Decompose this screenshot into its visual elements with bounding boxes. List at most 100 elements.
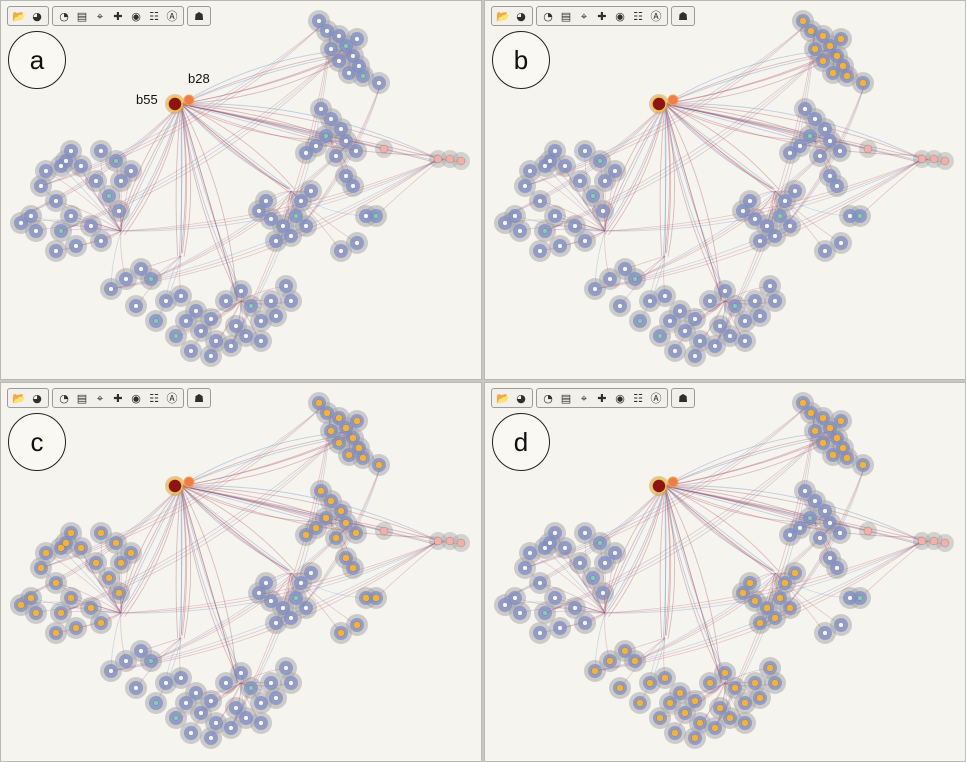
graph-node	[692, 316, 698, 322]
target-icon[interactable]: ⌖	[580, 9, 588, 23]
graph-node	[582, 620, 588, 626]
graph-node	[537, 248, 543, 254]
document-icon[interactable]: ▤	[76, 391, 88, 405]
folder-open-icon[interactable]: 📂	[12, 9, 26, 23]
graph-node	[318, 106, 324, 112]
graph-node	[350, 53, 356, 59]
graph-node	[288, 298, 294, 304]
target-icon[interactable]: ⌖	[96, 391, 104, 405]
graph-node-highlighted	[721, 669, 729, 677]
palette-icon[interactable]: ◉	[131, 391, 141, 405]
palette-icon[interactable]: ◉	[615, 391, 625, 405]
graph-node-highlighted	[751, 597, 759, 605]
panel-a[interactable]: 📂 ◕ ◔ ▤ ⌖ ✚ ◉ ☷ Ⓐ ☗ a b55 b28	[0, 0, 482, 380]
graph-node-highlighted	[97, 619, 105, 627]
graph-node	[273, 313, 279, 319]
graph-node-highlighted	[811, 427, 819, 435]
graph-node	[827, 555, 833, 561]
graph-node-highlighted	[807, 409, 815, 417]
folder-open-icon[interactable]: 📂	[496, 391, 510, 405]
graph-node-highlighted	[819, 32, 827, 40]
graph-node	[133, 303, 139, 309]
graph-node	[456, 538, 466, 548]
palette-icon[interactable]: ◉	[131, 9, 141, 23]
graph-node	[677, 308, 683, 314]
graph-node-highlighted	[839, 444, 847, 452]
grid-icon[interactable]: ☷	[149, 391, 159, 405]
panel-label: d	[492, 413, 550, 471]
toolbar: 📂 ◕ ◔ ▤ ⌖ ✚ ◉ ☷ Ⓐ ☗	[491, 6, 695, 26]
ai-icon[interactable]: Ⓐ	[650, 9, 662, 23]
graph-node-highlighted	[97, 529, 105, 537]
graph-node	[356, 63, 362, 69]
graph-node	[258, 700, 264, 706]
graph-node	[542, 545, 548, 551]
grid-icon[interactable]: ☷	[633, 391, 643, 405]
graph-node	[53, 248, 59, 254]
graph-node-highlighted	[833, 434, 841, 442]
graph-node	[812, 116, 818, 122]
graph-node	[552, 213, 558, 219]
pan-icon[interactable]: ✚	[113, 9, 123, 23]
graph-node	[637, 318, 643, 324]
graph-node	[940, 538, 950, 548]
toolbar-group: ◔ ▤ ⌖ ✚ ◉ ☷ Ⓐ	[536, 388, 668, 408]
document-icon[interactable]: ▤	[560, 391, 572, 405]
ai-icon[interactable]: Ⓐ	[166, 391, 178, 405]
ai-icon[interactable]: Ⓐ	[650, 391, 662, 405]
graph-node	[93, 178, 99, 184]
graph-node	[837, 530, 843, 536]
graph-node-highlighted	[117, 559, 125, 567]
document-icon[interactable]: ▤	[76, 9, 88, 23]
annotation-b55: b55	[136, 92, 158, 107]
graph-node-highlighted	[312, 524, 320, 532]
node-b55	[651, 478, 667, 494]
grid-icon[interactable]: ☷	[633, 9, 643, 23]
ai-icon[interactable]: Ⓐ	[166, 9, 178, 23]
graph-node	[752, 216, 758, 222]
graph-node	[577, 560, 583, 566]
panel-d[interactable]: 📂 ◕ ◔ ▤ ⌖ ✚ ◉ ☷ Ⓐ ☗ d	[484, 382, 966, 762]
folder-open-icon[interactable]: 📂	[496, 9, 510, 23]
pan-icon[interactable]: ✚	[113, 391, 123, 405]
stamp-icon[interactable]: ☗	[678, 391, 688, 405]
graph-nodes	[502, 17, 950, 359]
graph-node-highlighted	[833, 52, 841, 60]
globe-icon[interactable]: ◕	[516, 9, 526, 23]
stamp-icon[interactable]: ☗	[194, 9, 204, 23]
panel-c[interactable]: 📂 ◕ ◔ ▤ ⌖ ✚ ◉ ☷ Ⓐ ☗ c	[0, 382, 482, 762]
graph-node-highlighted	[776, 594, 784, 602]
graph-node-highlighted	[335, 439, 343, 447]
pointer-icon[interactable]: ◔	[59, 9, 69, 23]
graph-node	[223, 298, 229, 304]
palette-icon[interactable]: ◉	[615, 9, 625, 23]
target-icon[interactable]: ⌖	[580, 391, 588, 405]
graph-node	[133, 685, 139, 691]
globe-icon[interactable]: ◕	[32, 9, 42, 23]
graph-node-highlighted	[57, 609, 65, 617]
graph-node-highlighted	[127, 549, 135, 557]
graph-node-highlighted	[42, 549, 50, 557]
grid-icon[interactable]: ☷	[149, 9, 159, 23]
target-icon[interactable]: ⌖	[96, 9, 104, 23]
graph-node	[600, 208, 606, 214]
graph-node	[682, 328, 688, 334]
pointer-icon[interactable]: ◔	[59, 391, 69, 405]
toolbar-group: 📂 ◕	[7, 6, 49, 26]
stamp-icon[interactable]: ☗	[678, 9, 688, 23]
pan-icon[interactable]: ✚	[597, 391, 607, 405]
document-icon[interactable]: ▤	[560, 9, 572, 23]
graph-node	[238, 670, 244, 676]
folder-open-icon[interactable]: 📂	[12, 391, 26, 405]
panel-b[interactable]: 📂 ◕ ◔ ▤ ⌖ ✚ ◉ ☷ Ⓐ ☗ b	[484, 0, 966, 380]
globe-icon[interactable]: ◕	[516, 391, 526, 405]
graph-node-highlighted	[666, 699, 674, 707]
globe-icon[interactable]: ◕	[32, 391, 42, 405]
graph-node	[742, 338, 748, 344]
stamp-icon[interactable]: ☗	[194, 391, 204, 405]
pointer-icon[interactable]: ◔	[543, 9, 553, 23]
pointer-icon[interactable]: ◔	[543, 391, 553, 405]
graph-node	[213, 720, 219, 726]
pan-icon[interactable]: ✚	[597, 9, 607, 23]
graph-node	[256, 208, 262, 214]
